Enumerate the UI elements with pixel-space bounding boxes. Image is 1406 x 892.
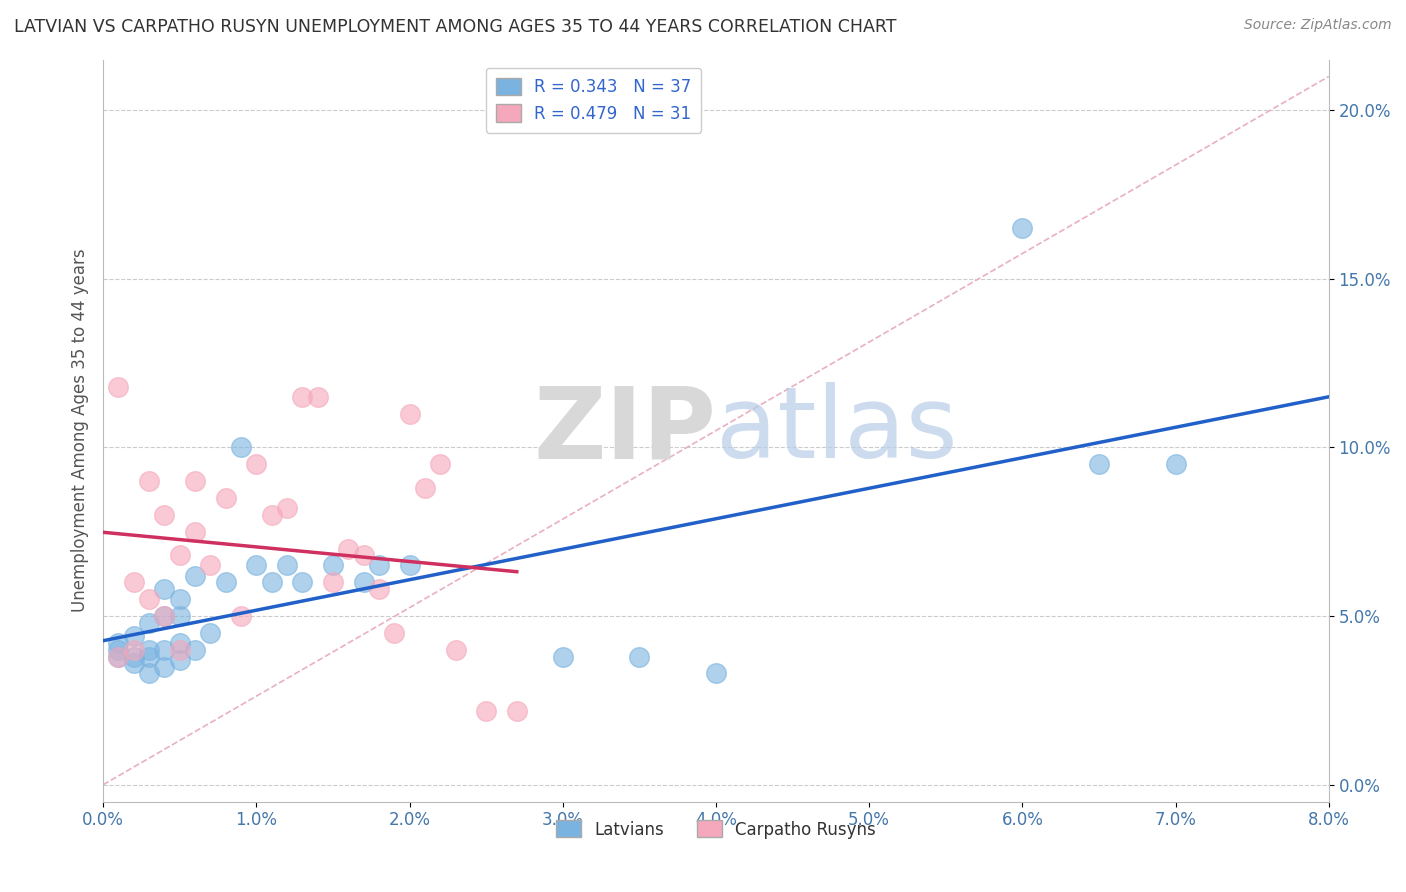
Point (276, 501, 298, 516)
Point (382, 626, 405, 640)
Point (307, 390, 329, 404)
Point (122, 649, 145, 664)
Point (153, 582, 176, 596)
Point (122, 657, 145, 671)
Point (169, 549, 191, 563)
Legend: Latvians, Carpatho Rusyns: Latvians, Carpatho Rusyns (548, 814, 883, 846)
Point (138, 649, 160, 664)
Point (138, 474, 160, 488)
Point (184, 524, 207, 539)
Point (322, 575, 344, 590)
Point (184, 642, 207, 657)
Point (229, 441, 252, 455)
Point (169, 609, 191, 624)
Point (475, 704, 498, 718)
Text: Source: ZipAtlas.com: Source: ZipAtlas.com (1244, 18, 1392, 32)
Point (367, 582, 389, 596)
Point (138, 642, 160, 657)
Point (429, 458, 451, 472)
Point (107, 642, 129, 657)
Point (245, 458, 267, 472)
Point (169, 642, 191, 657)
Point (153, 659, 176, 673)
Point (398, 407, 420, 421)
Point (169, 653, 191, 667)
Point (107, 649, 129, 664)
Point (138, 592, 160, 607)
Point (367, 558, 389, 573)
Point (215, 575, 238, 590)
Point (260, 575, 283, 590)
Point (444, 642, 467, 657)
Point (107, 380, 129, 394)
Point (153, 508, 176, 522)
Point (276, 558, 298, 573)
Point (200, 558, 222, 573)
Point (1011, 221, 1033, 235)
Point (138, 666, 160, 681)
Point (169, 636, 191, 650)
Point (398, 558, 420, 573)
Point (153, 642, 176, 657)
Text: atlas: atlas (716, 382, 957, 479)
Point (169, 592, 191, 607)
Point (184, 568, 207, 582)
Point (153, 609, 176, 624)
Point (107, 636, 129, 650)
Point (122, 642, 145, 657)
Point (122, 575, 145, 590)
Point (291, 390, 314, 404)
Point (215, 491, 238, 505)
Text: LATVIAN VS CARPATHO RUSYN UNEMPLOYMENT AMONG AGES 35 TO 44 YEARS CORRELATION CHA: LATVIAN VS CARPATHO RUSYN UNEMPLOYMENT A… (14, 18, 897, 36)
Point (107, 649, 129, 664)
Point (1088, 458, 1111, 472)
Point (322, 558, 344, 573)
Point (122, 629, 145, 643)
Point (353, 575, 375, 590)
Point (353, 549, 375, 563)
Point (1164, 458, 1187, 472)
Point (229, 609, 252, 624)
Point (184, 474, 207, 488)
Point (200, 626, 222, 640)
Point (153, 609, 176, 624)
Point (337, 541, 360, 556)
Point (628, 649, 651, 664)
Point (138, 615, 160, 630)
Point (506, 704, 529, 718)
Point (413, 481, 436, 495)
Text: ZIP: ZIP (533, 382, 716, 479)
Point (291, 575, 314, 590)
Point (704, 666, 727, 681)
Point (245, 558, 267, 573)
Point (260, 508, 283, 522)
Y-axis label: Unemployment Among Ages 35 to 44 years: Unemployment Among Ages 35 to 44 years (72, 249, 89, 613)
Point (551, 649, 574, 664)
